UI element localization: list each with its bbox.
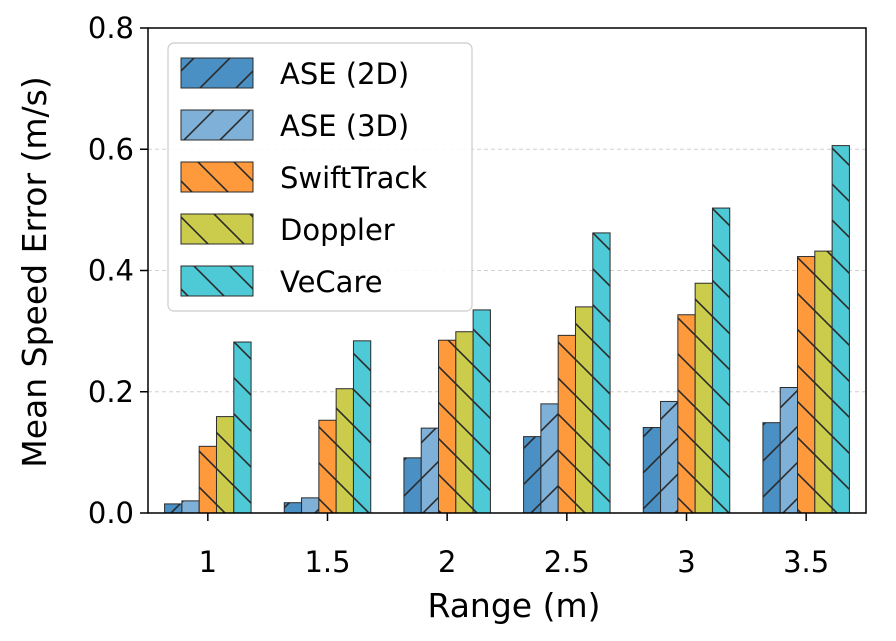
legend-item: VeCare — [180, 265, 383, 299]
bar-hatch — [318, 419, 337, 514]
bar-hatch — [523, 436, 542, 514]
y-axis-title: Mean Speed Error (m/s) — [15, 76, 54, 467]
legend-item: ASE (3D) — [180, 109, 409, 143]
bar — [403, 457, 422, 514]
bar — [592, 232, 611, 514]
bar-hatch — [540, 403, 559, 514]
bar-hatch — [592, 232, 611, 514]
bar-hatch — [283, 502, 303, 514]
bar-hatch — [352, 340, 372, 514]
bar-hatch — [797, 256, 816, 514]
legend-label: ASE (2D) — [280, 57, 409, 91]
bar — [335, 388, 354, 514]
y-tick-label: 0.8 — [88, 11, 134, 45]
bar — [694, 282, 713, 514]
x-tick-label: 2 — [438, 545, 456, 579]
bar — [574, 306, 594, 514]
bar-hatch — [164, 503, 183, 514]
legend-swatch-hatch — [180, 57, 254, 89]
bar — [831, 145, 850, 514]
bar — [198, 445, 217, 514]
bar — [455, 331, 474, 514]
bar — [233, 341, 252, 514]
bar — [352, 340, 372, 514]
bar — [711, 207, 731, 514]
legend-item: SwiftTrack — [180, 161, 427, 195]
bar-hatch — [574, 306, 594, 514]
bar — [301, 497, 320, 514]
bar — [181, 500, 200, 514]
y-tick-label: 0.4 — [88, 254, 134, 288]
bar-hatch — [301, 497, 320, 514]
legend-swatch-hatch — [180, 213, 254, 245]
legend-swatch-hatch — [180, 161, 254, 193]
bar — [420, 427, 440, 514]
bar-hatch — [403, 457, 422, 514]
bar-hatch — [814, 250, 833, 514]
x-tick-label: 2.5 — [544, 545, 590, 579]
bar — [779, 387, 799, 514]
x-tick-label: 1 — [199, 545, 217, 579]
bar-hatch — [557, 334, 576, 514]
bar — [814, 250, 833, 514]
bar-hatch — [198, 445, 217, 514]
legend-swatch-hatch — [180, 265, 254, 297]
plot-frame — [147, 27, 867, 514]
x-tick-label: 3 — [677, 545, 695, 579]
bar-hatch — [472, 309, 491, 514]
axes-layer: 0.0 0.2 0.4 0.6 0.8 1 1.5 2 2.5 3 3.5 — [88, 11, 867, 579]
bar — [438, 339, 457, 514]
x-tick-label: 1.5 — [304, 545, 350, 579]
legend-swatch-hatch — [180, 109, 254, 141]
legend-item: ASE (2D) — [180, 57, 409, 91]
bar — [660, 400, 679, 514]
bar — [318, 419, 337, 514]
bar — [523, 436, 542, 514]
bar-hatch — [420, 427, 440, 514]
bar — [797, 256, 816, 514]
legend-label: VeCare — [280, 265, 383, 299]
bar-hatch — [711, 207, 731, 514]
bar — [164, 503, 183, 514]
bar-hatch — [438, 339, 457, 514]
bar — [677, 314, 696, 514]
bar — [472, 309, 491, 514]
bar-hatch — [455, 331, 474, 514]
bar — [540, 403, 559, 514]
y-tick-label: 0.6 — [88, 132, 134, 166]
legend-label: Doppler — [280, 213, 395, 247]
bar — [283, 502, 303, 514]
legend-label: ASE (3D) — [280, 109, 409, 143]
bar-hatch — [677, 314, 696, 514]
legend: ASE (2D) ASE (3D) SwiftTrack Doppler VeCare — [167, 42, 473, 312]
y-tick-label: 0.2 — [88, 375, 134, 409]
bar — [762, 422, 781, 514]
y-tick-label: 0.0 — [88, 496, 134, 530]
bar-hatch — [642, 427, 662, 514]
legend-label: SwiftTrack — [280, 161, 427, 195]
x-axis-title: Range (m) — [428, 586, 601, 625]
bar — [215, 416, 235, 514]
bar — [642, 427, 662, 514]
bar-hatch — [335, 388, 354, 514]
bar-hatch — [233, 341, 252, 514]
bar-hatch — [831, 145, 850, 514]
bar-hatch — [215, 416, 235, 514]
bar — [557, 334, 576, 514]
x-tick-label: 3.5 — [783, 545, 829, 579]
bar-hatch — [694, 282, 713, 514]
bars-layer — [164, 145, 850, 514]
bar-hatch — [762, 422, 781, 514]
legend-item: Doppler — [180, 213, 395, 247]
bar-hatch — [181, 500, 200, 514]
bar-hatch — [779, 387, 799, 514]
bar-hatch — [660, 400, 679, 514]
